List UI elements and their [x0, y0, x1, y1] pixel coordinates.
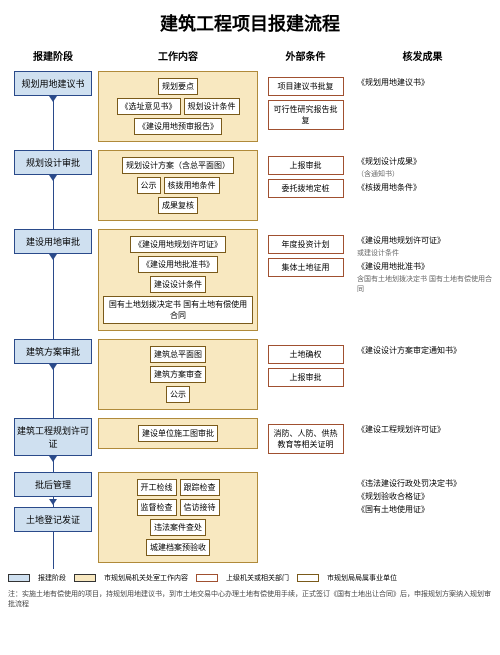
work-item: 开工检线 — [137, 479, 177, 496]
output-doc: 《规划设计成果》 — [357, 156, 492, 167]
work-item: 核拨用地条件 — [164, 177, 220, 194]
work-item: 规划要点 — [158, 78, 198, 95]
work-item: 违法案件查处 — [150, 519, 206, 536]
output-doc-sub: （含通知书） — [357, 169, 492, 179]
output-doc-sub: 含国有土地划拨决定书 国有土地有偿使用合同 — [357, 274, 492, 294]
arrow-down-icon — [49, 254, 57, 260]
work-item: 建设设计条件 — [150, 276, 206, 293]
stage-box: 建筑方案审批 — [14, 339, 92, 364]
work-item: 《建设用地预审报告》 — [134, 118, 222, 135]
external-condition: 项目建议书批复 — [268, 77, 344, 96]
work-panel: 建筑总平面图建筑方案审查公示 — [98, 339, 258, 410]
col-header-stage: 报建阶段 — [8, 48, 98, 63]
external-condition: 可行性研究报告批复 — [268, 100, 344, 130]
output-doc: 《国有土地使用证》 — [357, 504, 492, 515]
work-item: 公示 — [137, 177, 161, 194]
legend-swatch — [8, 574, 30, 582]
flow-rows: 规划用地建议书规划要点《选址意见书》规划设计条件《建设用地预审报告》项目建议书批… — [8, 71, 492, 563]
work-item: 建筑方案审查 — [150, 366, 206, 383]
work-item: 规划设计条件 — [184, 98, 240, 115]
stage-box: 规划用地建议书 — [14, 71, 92, 96]
flow-row: 规划设计审批 规划设计方案（含总平面图） 公示核拨用地条件成果复核 上报审批委托拨地定… — [8, 150, 492, 221]
work-item: 《选址意见书》 — [117, 98, 181, 115]
work-item: 城建档案预验收 — [146, 539, 210, 556]
arrow-down-icon — [49, 175, 57, 181]
column-headers: 报建阶段 工作内容 外部条件 核发成果 — [8, 48, 492, 63]
legend-swatch — [297, 574, 319, 582]
arrow-down-icon — [49, 96, 57, 102]
legend-label: 报建阶段 — [38, 573, 66, 583]
work-item: 信访接待 — [180, 499, 220, 516]
external-condition: 年度投资计划 — [268, 235, 344, 254]
output-doc-sub: 或建设计条件 — [357, 248, 492, 258]
work-item: 成果复核 — [158, 197, 198, 214]
output-doc: 《核拨用地条件》 — [357, 182, 492, 193]
legend-label: 市规划局机关处室工作内容 — [104, 573, 188, 583]
work-item: 国有土地划拨决定书 国有土地有偿使用合同 — [103, 296, 253, 324]
stage-box: 批后管理 — [14, 472, 92, 497]
legend-label: 市规划局局属事业单位 — [327, 573, 397, 583]
col-header-out: 核发成果 — [353, 48, 492, 63]
work-panel: 建设单位施工图审批 — [98, 418, 258, 449]
work-item: 建设单位施工图审批 — [138, 425, 218, 442]
legend-swatch — [74, 574, 96, 582]
flow-row: 建设用地审批《建设用地规划许可证》《建设用地批准书》建设设计条件国有土地划拨决定… — [8, 229, 492, 331]
external-condition: 集体土地征用 — [268, 258, 344, 277]
output-doc: 《建设用地规划许可证》 — [357, 235, 492, 246]
output-doc: 《规划验收合格证》 — [357, 491, 492, 502]
stage-box: 建筑工程规划许可证 — [14, 418, 92, 456]
flowchart-page: 建筑工程项目报建流程 报建阶段 工作内容 外部条件 核发成果 规划用地建议书规划… — [0, 0, 500, 619]
output-doc: 《规划用地建议书》 — [357, 77, 492, 88]
flow-row: 批后管理土地登记发证开工检线跟踪检查监督检查信访接待违法案件查处城建档案预验收《… — [8, 472, 492, 563]
legend-label: 上级机关或相关部门 — [226, 573, 289, 583]
legend-swatch — [196, 574, 218, 582]
work-panel: 规划设计方案（含总平面图） 公示核拨用地条件成果复核 — [98, 150, 258, 221]
work-item: 建筑总平面图 — [150, 346, 206, 363]
external-condition: 消防、人防、供热 教育等相关证明 — [268, 424, 344, 454]
flow-row: 规划用地建议书规划要点《选址意见书》规划设计条件《建设用地预审报告》项目建议书批… — [8, 71, 492, 142]
col-header-ext: 外部条件 — [258, 48, 353, 63]
work-panel: 规划要点《选址意见书》规划设计条件《建设用地预审报告》 — [98, 71, 258, 142]
work-item: 《建设用地批准书》 — [138, 256, 218, 273]
external-condition: 上报审批 — [268, 368, 344, 387]
output-doc: 《建设用地批准书》 — [357, 261, 492, 272]
arrow-down-icon — [49, 499, 57, 505]
stage-box: 土地登记发证 — [14, 507, 92, 532]
work-item: 跟踪检查 — [180, 479, 220, 496]
work-panel: 开工检线跟踪检查监督检查信访接待违法案件查处城建档案预验收 — [98, 472, 258, 563]
stage-box: 规划设计审批 — [14, 150, 92, 175]
external-condition: 委托拨地定桩 — [268, 179, 344, 198]
work-item: 公示 — [166, 386, 190, 403]
work-panel: 《建设用地规划许可证》《建设用地批准书》建设设计条件国有土地划拨决定书 国有土地… — [98, 229, 258, 331]
external-condition: 土地确权 — [268, 345, 344, 364]
page-title: 建筑工程项目报建流程 — [8, 10, 492, 36]
footnote: 注：实施土地有偿使用的项目，持规划用地建议书，到市土地交易中心办理土地有偿使用手… — [8, 589, 492, 609]
work-item: 《建设用地规划许可证》 — [130, 236, 226, 253]
output-doc: 《建设设计方案审定通知书》 — [357, 345, 492, 356]
output-doc: 《建设工程规划许可证》 — [357, 424, 492, 435]
flow-row: 建筑工程规划许可证 建设单位施工图审批 消防、人防、供热 教育等相关证明 《建设工程规… — [8, 418, 492, 464]
stage-box: 建设用地审批 — [14, 229, 92, 254]
output-doc: 《违法建设行政处罚决定书》 — [357, 478, 492, 489]
external-condition: 上报审批 — [268, 156, 344, 175]
legend: 报建阶段 市规划局机关处室工作内容 上级机关或相关部门 市规划局局属事业单位 — [8, 573, 492, 583]
flow-row: 建筑方案审批建筑总平面图建筑方案审查公示土地确权上报审批《建设设计方案审定通知书… — [8, 339, 492, 410]
work-item: 监督检查 — [137, 499, 177, 516]
arrow-down-icon — [49, 456, 57, 462]
work-item: 规划设计方案（含总平面图） — [122, 157, 234, 174]
arrow-down-icon — [49, 364, 57, 370]
col-header-work: 工作内容 — [98, 48, 258, 63]
